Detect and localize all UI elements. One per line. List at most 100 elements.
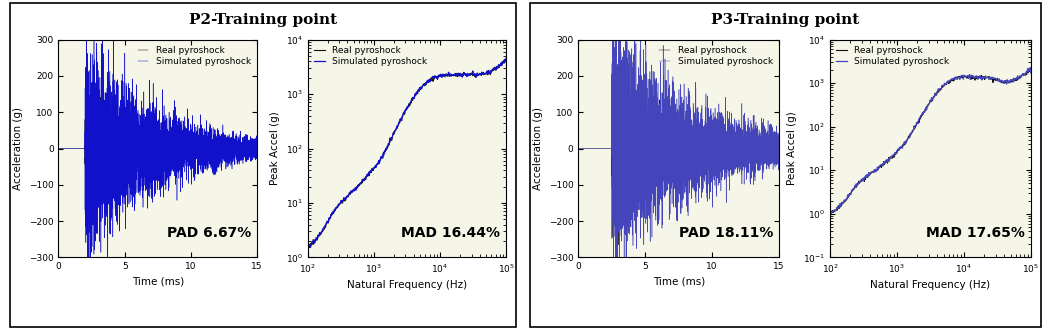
- Line: Simulated pyroshock: Simulated pyroshock: [579, 0, 779, 300]
- Simulated pyroshock: [621, 235, 633, 239]
- Simulated pyroshock: [301, 247, 314, 251]
- Real pyroshock: [250, 148, 263, 151]
- Simulated pyroshock: [98, 121, 111, 125]
- Y-axis label: Peak Accel (g): Peak Accel (g): [787, 112, 797, 185]
- Line: Real pyroshock: Real pyroshock: [58, 75, 257, 222]
- X-axis label: Natural Frequency (Hz): Natural Frequency (Hz): [870, 280, 991, 290]
- Simulated pyroshock: [127, 162, 140, 166]
- Real pyroshock: [301, 246, 314, 250]
- Simulated pyroshock: [969, 76, 981, 80]
- Simulated pyroshock: [100, 109, 113, 113]
- Line: Simulated pyroshock: Simulated pyroshock: [308, 59, 506, 249]
- Text: P3-Training point: P3-Training point: [711, 13, 859, 27]
- Legend: Real pyroshock, Simulated pyroshock: Real pyroshock, Simulated pyroshock: [658, 44, 775, 68]
- Real pyroshock: [620, 137, 632, 141]
- Legend: Real pyroshock, Simulated pyroshock: Real pyroshock, Simulated pyroshock: [136, 44, 252, 68]
- Simulated pyroshock: [1024, 71, 1037, 75]
- Text: MAD 16.44%: MAD 16.44%: [402, 226, 501, 240]
- Real pyroshock: [100, 121, 113, 125]
- Real pyroshock: [141, 155, 153, 159]
- Simulated pyroshock: [848, 186, 860, 190]
- Simulated pyroshock: [427, 75, 439, 79]
- Real pyroshock: [366, 168, 379, 172]
- Real pyroshock: [573, 147, 585, 150]
- Legend: Real pyroshock, Simulated pyroshock: Real pyroshock, Simulated pyroshock: [834, 44, 951, 68]
- Real pyroshock: [301, 244, 314, 248]
- X-axis label: Time (ms): Time (ms): [653, 277, 705, 287]
- Simulated pyroshock: [444, 72, 457, 76]
- Real pyroshock: [612, 243, 625, 247]
- X-axis label: Time (ms): Time (ms): [131, 277, 184, 287]
- Text: PAD 6.67%: PAD 6.67%: [167, 226, 251, 240]
- Simulated pyroshock: [950, 77, 963, 81]
- Y-axis label: Peak Accel (g): Peak Accel (g): [270, 112, 280, 185]
- Simulated pyroshock: [250, 145, 263, 149]
- Y-axis label: Acceleration (g): Acceleration (g): [533, 107, 543, 190]
- Real pyroshock: [950, 76, 963, 80]
- Text: MAD 17.65%: MAD 17.65%: [926, 226, 1024, 240]
- Simulated pyroshock: [662, 142, 675, 146]
- Simulated pyroshock: [107, 28, 120, 32]
- Simulated pyroshock: [500, 58, 512, 62]
- Real pyroshock: [381, 148, 393, 151]
- Real pyroshock: [445, 73, 458, 77]
- Real pyroshock: [904, 134, 917, 138]
- Real pyroshock: [773, 145, 785, 149]
- Real pyroshock: [970, 76, 983, 80]
- Real pyroshock: [890, 152, 902, 156]
- Line: Real pyroshock: Real pyroshock: [830, 69, 1030, 214]
- Real pyroshock: [648, 124, 660, 128]
- Legend: Real pyroshock, Simulated pyroshock: Real pyroshock, Simulated pyroshock: [312, 44, 429, 68]
- Y-axis label: Acceleration (g): Acceleration (g): [14, 107, 23, 190]
- Simulated pyroshock: [380, 148, 392, 152]
- Simulated pyroshock: [249, 153, 262, 157]
- Real pyroshock: [618, 151, 631, 155]
- Real pyroshock: [662, 139, 675, 143]
- Simulated pyroshock: [52, 147, 65, 150]
- Simulated pyroshock: [1024, 66, 1037, 70]
- Line: Simulated pyroshock: Simulated pyroshock: [830, 68, 1030, 214]
- Real pyroshock: [249, 146, 262, 150]
- Simulated pyroshock: [824, 212, 836, 216]
- Real pyroshock: [98, 143, 111, 147]
- Simulated pyroshock: [903, 136, 916, 140]
- Line: Real pyroshock: Real pyroshock: [579, 62, 779, 245]
- Simulated pyroshock: [890, 152, 902, 156]
- Real pyroshock: [616, 60, 629, 64]
- Real pyroshock: [1024, 67, 1037, 71]
- Simulated pyroshock: [620, 267, 632, 271]
- Simulated pyroshock: [970, 75, 983, 79]
- Real pyroshock: [824, 212, 836, 215]
- Real pyroshock: [127, 158, 140, 162]
- Real pyroshock: [52, 147, 65, 150]
- Simulated pyroshock: [366, 166, 379, 170]
- Real pyroshock: [824, 212, 836, 216]
- Real pyroshock: [621, 122, 633, 126]
- Simulated pyroshock: [325, 214, 338, 217]
- Real pyroshock: [500, 56, 512, 60]
- Simulated pyroshock: [618, 139, 631, 143]
- Real pyroshock: [88, 220, 100, 224]
- Real pyroshock: [969, 74, 981, 78]
- Simulated pyroshock: [141, 158, 153, 162]
- Real pyroshock: [325, 212, 338, 216]
- Real pyroshock: [446, 73, 459, 77]
- Simulated pyroshock: [500, 57, 512, 61]
- Simulated pyroshock: [99, 180, 112, 184]
- Real pyroshock: [848, 186, 860, 190]
- Real pyroshock: [81, 73, 94, 77]
- Line: Real pyroshock: Real pyroshock: [308, 58, 506, 248]
- Real pyroshock: [99, 168, 112, 172]
- Simulated pyroshock: [771, 147, 783, 150]
- Real pyroshock: [771, 143, 783, 147]
- Text: P2-Training point: P2-Training point: [189, 13, 338, 27]
- Simulated pyroshock: [445, 74, 458, 78]
- Simulated pyroshock: [83, 300, 96, 304]
- Simulated pyroshock: [573, 147, 585, 150]
- Simulated pyroshock: [611, 298, 624, 302]
- Simulated pyroshock: [648, 183, 660, 187]
- Real pyroshock: [427, 79, 439, 83]
- X-axis label: Natural Frequency (Hz): Natural Frequency (Hz): [347, 280, 467, 290]
- Text: PAD 18.11%: PAD 18.11%: [679, 226, 773, 240]
- Line: Simulated pyroshock: Simulated pyroshock: [58, 30, 257, 302]
